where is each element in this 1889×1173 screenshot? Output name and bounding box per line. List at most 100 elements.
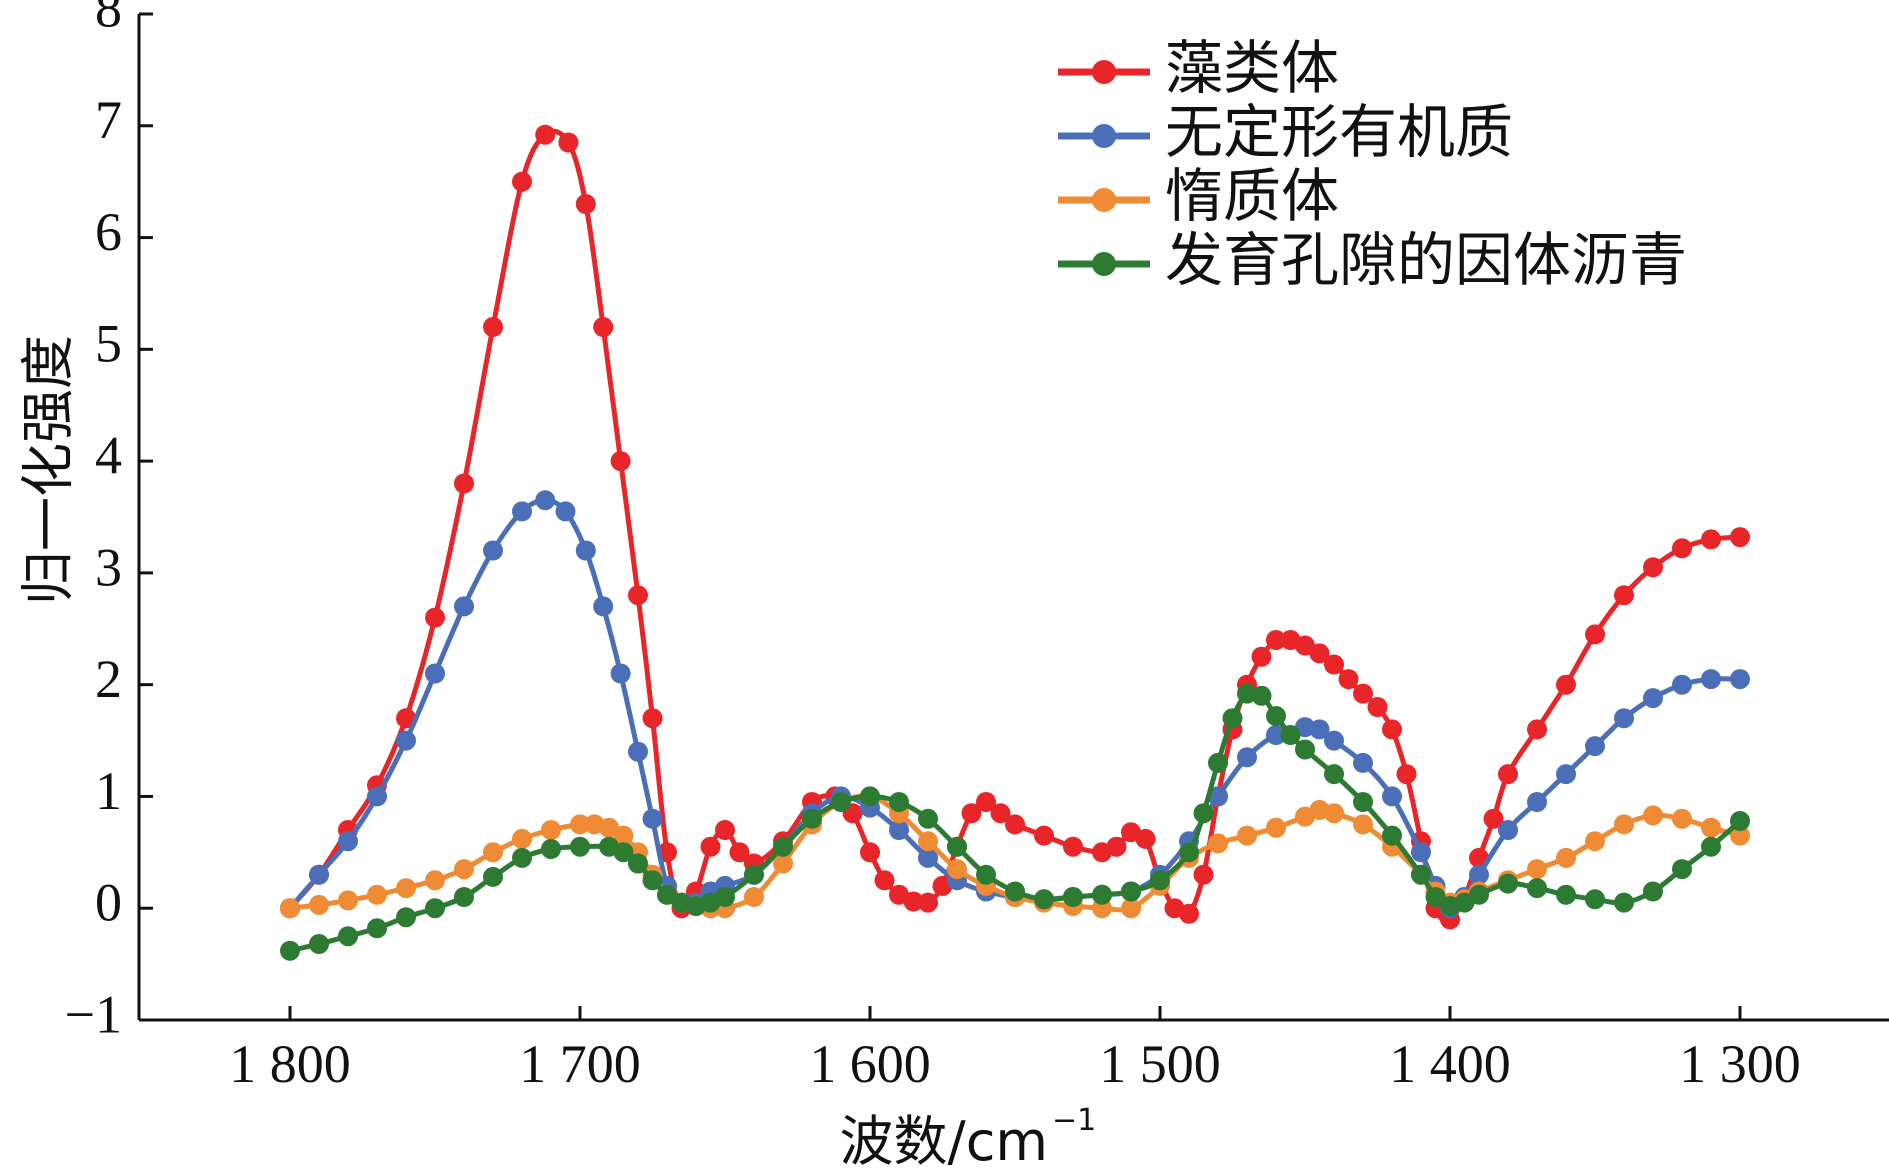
data-point bbox=[889, 820, 909, 840]
data-point bbox=[1556, 884, 1576, 905]
data-point bbox=[338, 890, 358, 911]
data-point bbox=[918, 847, 938, 868]
legend-swatch-marker bbox=[1092, 60, 1116, 84]
y-tick-label: 1 bbox=[95, 761, 122, 821]
x-tick-label: 1 400 bbox=[1389, 1034, 1511, 1094]
data-point bbox=[642, 708, 663, 729]
data-point bbox=[1121, 898, 1141, 919]
data-point bbox=[396, 878, 416, 899]
y-tick-label: 3 bbox=[95, 537, 122, 597]
data-point bbox=[1367, 697, 1388, 717]
legend-label: 藻类体 bbox=[1165, 34, 1339, 102]
y-tick-label: 8 bbox=[95, 0, 122, 38]
data-point bbox=[425, 663, 445, 684]
data-point bbox=[280, 940, 300, 961]
y-tick-label: −1 bbox=[65, 984, 122, 1044]
data-point bbox=[1556, 674, 1576, 695]
data-point bbox=[1106, 836, 1127, 857]
data-point bbox=[610, 663, 631, 684]
y-tick-label: 2 bbox=[95, 649, 122, 709]
data-point bbox=[1396, 764, 1417, 785]
data-point bbox=[570, 814, 590, 835]
data-point bbox=[744, 864, 764, 885]
data-point bbox=[425, 870, 445, 891]
y-tick-label: 5 bbox=[95, 314, 122, 374]
data-point bbox=[1251, 685, 1272, 706]
data-point bbox=[1643, 557, 1663, 578]
data-point bbox=[1266, 725, 1286, 745]
data-point bbox=[396, 907, 416, 928]
data-point bbox=[1614, 585, 1634, 606]
data-point bbox=[1382, 825, 1402, 846]
data-point bbox=[1266, 630, 1286, 650]
x-tick-label: 1 600 bbox=[809, 1034, 931, 1094]
data-point bbox=[338, 831, 358, 852]
data-point bbox=[1237, 825, 1257, 846]
data-point bbox=[773, 836, 793, 857]
data-point bbox=[367, 918, 387, 939]
data-point bbox=[1701, 836, 1721, 857]
data-point bbox=[309, 934, 329, 954]
data-point bbox=[831, 792, 851, 812]
data-point bbox=[1425, 887, 1446, 907]
data-point bbox=[1730, 527, 1750, 548]
data-point bbox=[961, 803, 982, 824]
data-point bbox=[1353, 792, 1373, 812]
data-point bbox=[1295, 739, 1315, 760]
series-4 bbox=[280, 683, 1750, 961]
y-axis-title: 归一化强度 bbox=[17, 335, 80, 605]
data-point bbox=[1469, 884, 1489, 905]
data-point bbox=[1034, 825, 1054, 846]
x-tick-label: 1 300 bbox=[1679, 1034, 1801, 1094]
data-point bbox=[454, 859, 474, 880]
data-point bbox=[860, 786, 880, 807]
data-point bbox=[1208, 833, 1228, 854]
data-point bbox=[454, 596, 474, 617]
legend-swatch-marker bbox=[1092, 124, 1116, 148]
data-point bbox=[593, 317, 614, 337]
data-point bbox=[1280, 725, 1301, 745]
data-point bbox=[1672, 674, 1692, 695]
data-point bbox=[483, 317, 503, 337]
data-point bbox=[990, 803, 1011, 824]
data-point bbox=[512, 171, 532, 192]
data-point bbox=[700, 836, 721, 857]
data-point bbox=[1382, 719, 1402, 740]
y-ticks: −1 0 1 2 3 4 5 6 7 8 bbox=[65, 0, 153, 1044]
data-point bbox=[1701, 817, 1721, 838]
data-point bbox=[558, 132, 579, 153]
y-tick-label: 7 bbox=[95, 90, 122, 150]
data-point bbox=[1121, 881, 1141, 902]
data-point bbox=[1643, 881, 1663, 902]
series-layer bbox=[280, 124, 1750, 961]
legend-item: 发育孔隙的因体沥青 bbox=[1058, 226, 1687, 294]
data-point bbox=[628, 853, 648, 874]
x-axis-title-superscript: −1 bbox=[1052, 1103, 1096, 1138]
data-point bbox=[1251, 646, 1272, 667]
data-point bbox=[396, 708, 416, 729]
y-tick-label: 6 bbox=[95, 202, 122, 262]
data-point bbox=[593, 596, 614, 617]
data-point bbox=[976, 864, 996, 885]
data-point bbox=[1556, 847, 1576, 868]
data-point bbox=[1585, 831, 1605, 852]
data-point bbox=[1324, 730, 1344, 751]
data-point bbox=[1382, 786, 1402, 807]
x-tick-label: 1 800 bbox=[229, 1034, 351, 1094]
data-point bbox=[1730, 811, 1750, 831]
data-point bbox=[1556, 764, 1576, 785]
data-point bbox=[613, 842, 634, 863]
data-point bbox=[1179, 842, 1199, 863]
data-point bbox=[1353, 814, 1373, 835]
data-point bbox=[1527, 719, 1547, 740]
data-point bbox=[976, 792, 996, 812]
legend-item: 无定形有机质 bbox=[1058, 98, 1513, 166]
data-point bbox=[1353, 752, 1373, 773]
data-point bbox=[1585, 889, 1605, 910]
data-point bbox=[1483, 808, 1504, 829]
data-point bbox=[918, 892, 938, 913]
data-point bbox=[1701, 669, 1721, 690]
y-tick-label: 0 bbox=[95, 873, 122, 933]
